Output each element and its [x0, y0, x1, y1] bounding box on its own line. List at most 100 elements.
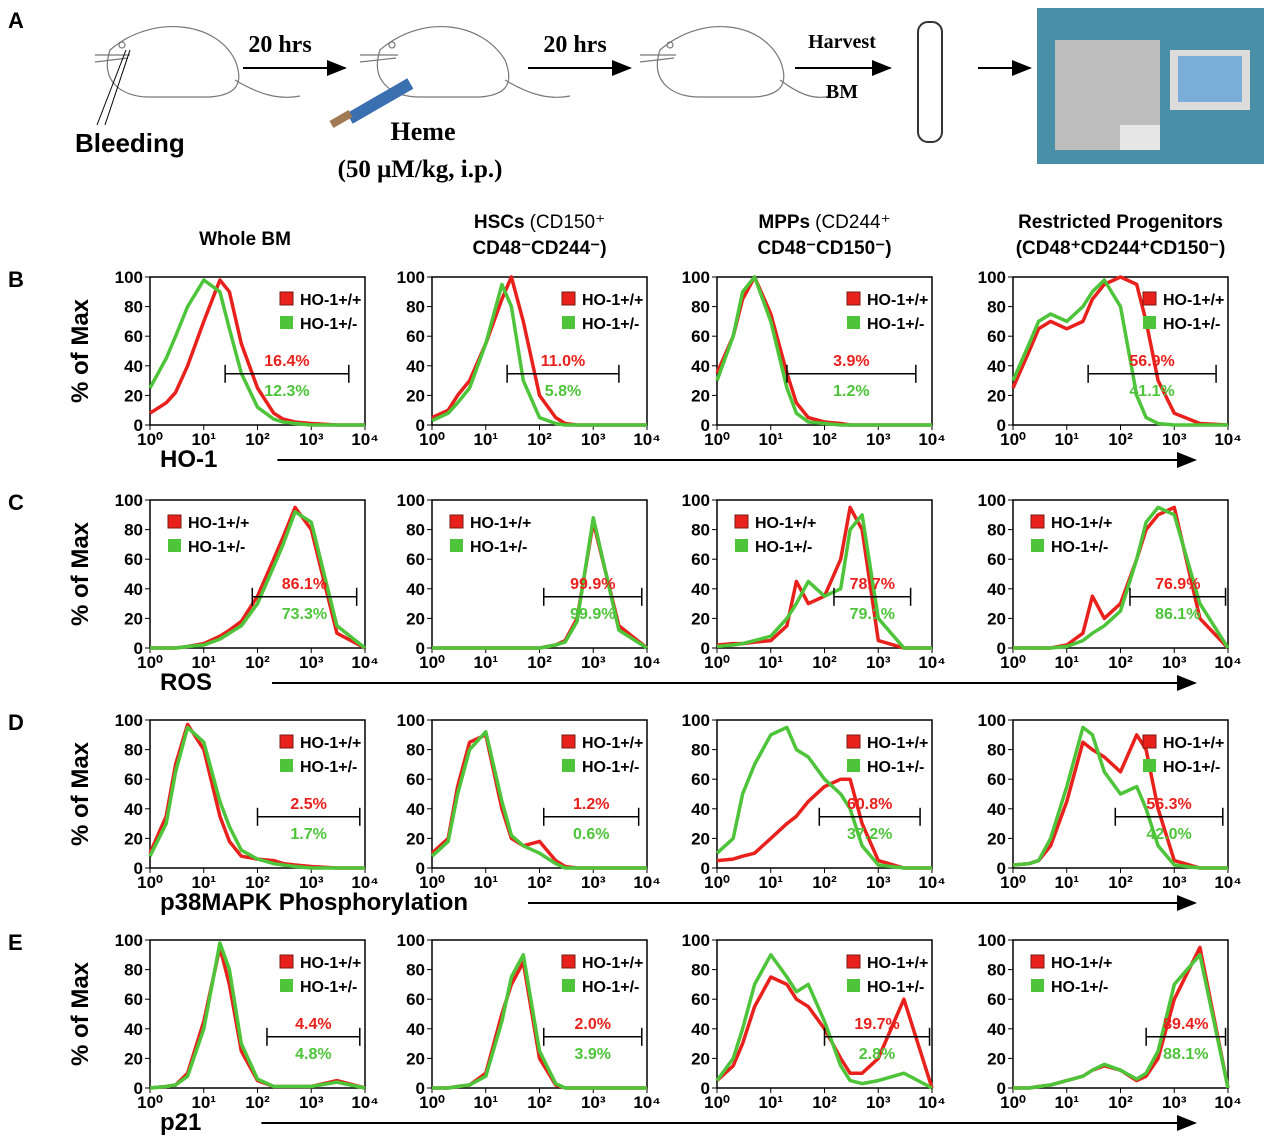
y-tick-label: 60 [987, 990, 1006, 1009]
x-tick-label: 10¹ [191, 1093, 216, 1112]
legend-marker [1143, 735, 1156, 748]
y-tick-label: 40 [406, 800, 425, 819]
legend-label: HO-1+/+ [755, 515, 816, 532]
gate-percent: 37.2% [847, 826, 892, 843]
y-tick-label: 60 [406, 327, 425, 346]
x-tick-label: 10³ [1162, 653, 1187, 672]
legend-marker [1031, 979, 1044, 992]
x-tick-label: 10³ [581, 653, 606, 672]
histogram-line [432, 732, 647, 868]
x-tick-label: 10³ [299, 1093, 324, 1112]
y-tick-label: 20 [691, 1049, 710, 1068]
column-header: MPPs(CD244⁺ [758, 212, 890, 233]
legend-marker [1031, 539, 1044, 552]
gate-percent: 56.3% [1146, 796, 1191, 813]
x-tick-label: 10² [245, 430, 270, 449]
gate-percent: 3.9% [833, 353, 869, 370]
y-tick-label: 80 [691, 298, 710, 317]
y-tick-label: 40 [987, 800, 1006, 819]
header-title: HSCs [474, 212, 525, 233]
y-tick-label: 60 [406, 990, 425, 1009]
y-tick-label: 100 [397, 268, 425, 287]
legend-label: HO-1+/- [470, 539, 527, 556]
histogram-line [150, 512, 365, 648]
y-tick-label: 40 [124, 580, 143, 599]
gate-percent: 86.1% [282, 576, 327, 593]
legend-marker [168, 515, 181, 528]
y-tick-label: 40 [691, 1020, 710, 1039]
x-tick-label: 10⁴ [918, 430, 945, 449]
y-tick-label: 80 [987, 521, 1006, 540]
x-tick-label: 10⁴ [633, 1093, 660, 1112]
y-tick-label: 20 [406, 829, 425, 848]
y-tick-label: 80 [406, 521, 425, 540]
panel-letter: C [8, 490, 24, 515]
gate-percent: 1.2% [573, 796, 609, 813]
x-tick-label: 10¹ [473, 873, 498, 892]
legend-label: HO-1+/- [582, 979, 639, 996]
y-tick-label: 100 [397, 931, 425, 950]
x-tick-label: 10³ [581, 1093, 606, 1112]
y-tick-label: 60 [691, 770, 710, 789]
y-tick-label: 60 [987, 327, 1006, 346]
histogram-line [432, 955, 647, 1088]
legend-label: HO-1+/- [300, 316, 357, 333]
legend-marker [1031, 515, 1044, 528]
plot-frame [1013, 500, 1228, 648]
step-label: 20 hrs [543, 32, 606, 58]
y-tick-label: 100 [682, 268, 710, 287]
y-tick-label: 40 [124, 357, 143, 376]
x-axis-label: p21 [160, 1109, 201, 1136]
y-tick-label: 100 [682, 711, 710, 730]
legend-marker [847, 316, 860, 329]
x-axis-label: p38MAPK Phosphorylation [160, 889, 468, 916]
x-tick-label: 10² [812, 430, 837, 449]
legend-label: HO-1+/+ [867, 955, 928, 972]
x-tick-label: 10⁴ [1214, 653, 1241, 672]
column-header: (CD48⁺CD244⁺CD150⁻) [1016, 238, 1226, 259]
gate-percent: 41.1% [1129, 383, 1174, 400]
x-tick-label: 10³ [581, 873, 606, 892]
y-tick-label: 20 [124, 386, 143, 405]
y-tick-label: 60 [124, 550, 143, 569]
mouse-drawings [95, 27, 830, 98]
legend-marker [280, 735, 293, 748]
legend-label: HO-1+/- [300, 979, 357, 996]
gate-percent: 73.3% [282, 606, 327, 623]
y-tick-label: 40 [691, 357, 710, 376]
y-tick-label: 60 [987, 770, 1006, 789]
gate-percent: 2.8% [859, 1046, 895, 1063]
legend-label: HO-1+/- [1163, 316, 1220, 333]
y-tick-label: 40 [124, 1020, 143, 1039]
header-text: (CD244⁺ [815, 212, 891, 233]
y-tick-label: 40 [987, 357, 1006, 376]
gate-percent: 19.7% [854, 1016, 899, 1033]
gate-percent: 42.0% [1146, 826, 1191, 843]
plot-frame [150, 500, 365, 648]
y-tick-label: 20 [406, 386, 425, 405]
legend-marker [1143, 316, 1156, 329]
legend-marker [280, 955, 293, 968]
step-label: 20 hrs [248, 32, 311, 58]
y-tick-label: 80 [406, 961, 425, 980]
y-tick-label: 20 [987, 386, 1006, 405]
gate-percent: 99.9% [570, 576, 615, 593]
y-tick-label: 40 [987, 1020, 1006, 1039]
gate-percent: 89.4% [1163, 1016, 1208, 1033]
y-tick-label: 80 [124, 741, 143, 760]
legend-marker [450, 539, 463, 552]
dose-label: (50 μM/kg, i.p.) [338, 156, 503, 183]
legend-marker [168, 539, 181, 552]
x-tick-label: 10⁰ [137, 653, 163, 672]
gate-percent: 79.1% [850, 606, 895, 623]
gate-percent: 78.7% [850, 576, 895, 593]
legend-label: HO-1+/+ [470, 515, 531, 532]
step-label: BM [826, 81, 858, 103]
x-tick-label: 10² [527, 653, 552, 672]
y-tick-label: 40 [987, 580, 1006, 599]
legend-label: HO-1+/+ [582, 735, 643, 752]
y-tick-label: 100 [978, 931, 1006, 950]
y-tick-label: 80 [987, 298, 1006, 317]
y-tick-label: 20 [406, 1049, 425, 1068]
gate-percent: 99.9% [570, 606, 615, 623]
